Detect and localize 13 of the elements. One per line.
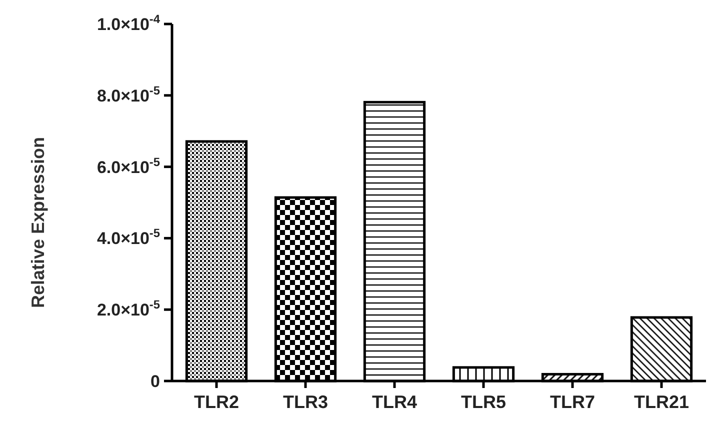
y-tick-label: 1.0×10$^{-4}$ bbox=[96, 12, 160, 34]
x-tick-label: TLR21 bbox=[634, 392, 690, 412]
y-axis-title: Relative Expression bbox=[28, 136, 48, 308]
x-tick-label: TLR2 bbox=[194, 392, 239, 412]
y-tick-label: 2.0×10$^{-5}$ bbox=[96, 298, 160, 320]
y-tick-label: 8.0×10$^{-5}$ bbox=[96, 83, 160, 106]
x-tick-label: TLR3 bbox=[283, 392, 328, 412]
x-tick-label: TLR5 bbox=[461, 392, 506, 412]
y-tick-label: 6.0×10$^{-5}$ bbox=[96, 154, 160, 177]
x-tick-label: TLR7 bbox=[550, 392, 595, 412]
y-tick-label: 0 bbox=[150, 372, 160, 391]
x-tick-label: TLR4 bbox=[372, 392, 417, 412]
y-tick-label: 4.0×10$^{-5}$ bbox=[96, 226, 160, 248]
